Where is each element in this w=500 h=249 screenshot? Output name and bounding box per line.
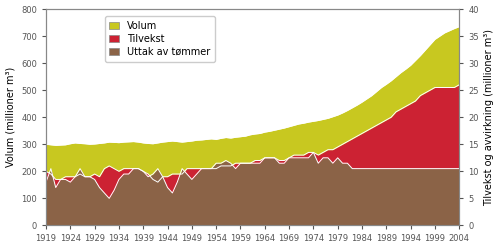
Y-axis label: Volum (millioner m³): Volum (millioner m³): [6, 67, 16, 167]
Y-axis label: Tilvekst og avvirkning (millioner m³): Tilvekst og avvirkning (millioner m³): [484, 29, 494, 206]
Legend: Volum, Tilvekst, Uttak av tømmer: Volum, Tilvekst, Uttak av tømmer: [104, 16, 215, 62]
